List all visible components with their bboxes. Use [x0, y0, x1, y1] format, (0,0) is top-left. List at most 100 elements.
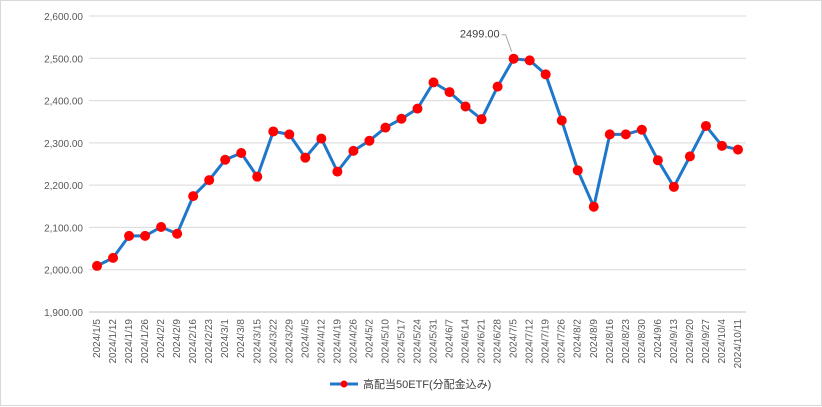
x-tick-label: 2024/10/4 [717, 319, 728, 364]
data-point [492, 81, 503, 92]
x-tick-label: 2024/6/28 [493, 319, 504, 364]
legend-marker-swatch [340, 380, 348, 388]
data-point [636, 124, 647, 135]
y-tick-label: 2,000.00 [44, 266, 83, 277]
data-point [700, 120, 711, 131]
legend-label: 高配当50ETF(分配金込み) [363, 377, 491, 391]
data-point [716, 140, 727, 151]
data-point [620, 129, 631, 140]
data-point [540, 69, 551, 80]
x-tick-label: 2024/3/15 [252, 319, 263, 364]
x-tick-label: 2024/3/22 [268, 319, 279, 364]
data-point [396, 113, 407, 124]
x-tick-label: 2024/4/19 [332, 319, 343, 364]
x-tick-label: 2024/4/26 [348, 319, 359, 364]
x-tick-label: 2024/5/24 [413, 319, 424, 364]
x-tick-label: 2024/2/2 [156, 319, 167, 358]
data-point [412, 103, 423, 114]
x-tick-label: 2024/7/5 [509, 319, 520, 358]
data-point [588, 201, 599, 212]
x-tick-label: 2024/6/7 [445, 319, 456, 358]
y-tick-label: 2,200.00 [44, 181, 83, 192]
y-tick-label: 1,900.00 [44, 308, 83, 319]
x-tick-label: 2024/7/26 [557, 319, 568, 364]
x-tick-label: 2024/7/12 [525, 319, 536, 364]
x-tick-label: 2024/9/6 [653, 319, 664, 358]
x-tick-label: 2024/6/21 [477, 319, 488, 364]
x-tick-label: 2024/2/9 [172, 319, 183, 358]
data-point [204, 175, 215, 186]
x-tick-label: 2024/5/10 [380, 319, 391, 364]
data-point [156, 222, 167, 233]
series-line [96, 57, 739, 268]
x-tick-label: 2024/8/23 [621, 319, 632, 364]
data-point [476, 114, 487, 125]
x-tick-label: 2024/4/12 [316, 319, 327, 364]
data-point [236, 148, 247, 159]
data-point [124, 230, 135, 241]
data-point [252, 171, 263, 182]
x-tick-label: 2024/1/26 [140, 319, 151, 364]
data-point [284, 129, 295, 140]
x-tick-label: 2024/3/8 [236, 319, 247, 358]
x-tick-label: 2024/2/23 [204, 319, 215, 364]
data-point [268, 126, 279, 137]
data-point [428, 77, 439, 88]
data-point [220, 154, 231, 165]
x-tick-label: 2024/2/16 [188, 319, 199, 364]
data-point [348, 145, 359, 156]
x-tick-label: 2024/8/16 [605, 319, 616, 364]
data-point [92, 260, 103, 271]
gridlines [89, 15, 746, 313]
data-point [444, 87, 455, 98]
data-label-leader [501, 34, 513, 52]
x-tick-label: 2024/6/14 [461, 319, 472, 364]
legend: 高配当50ETF(分配金込み) [330, 377, 491, 391]
x-tick-label: 2024/5/2 [364, 319, 375, 358]
x-tick-label: 2024/9/27 [701, 319, 712, 364]
data-point [460, 101, 471, 112]
x-tick-label: 2024/1/19 [124, 319, 135, 364]
x-tick-label: 2024/8/30 [637, 319, 648, 364]
data-point [732, 144, 743, 155]
x-tick-label: 2024/9/20 [685, 319, 696, 364]
x-axis-tick-labels: 2024/1/5 2024/1/12 2024/1/19 2024/1/26 2024/… [92, 319, 744, 369]
data-point [572, 165, 583, 176]
x-tick-label: 2024/9/13 [669, 319, 680, 364]
data-point [364, 135, 375, 146]
data-point [188, 191, 199, 202]
annotation-layer: 2499.00 [460, 29, 513, 52]
data-point [604, 129, 615, 140]
data-point [524, 55, 535, 66]
x-tick-label: 2024/4/5 [300, 319, 311, 358]
y-tick-label: 2,400.00 [44, 97, 83, 108]
series-layer [92, 53, 743, 271]
x-tick-label: 2024/8/2 [573, 319, 584, 358]
data-point [316, 133, 327, 144]
data-label: 2499.00 [460, 29, 500, 41]
data-point [108, 252, 119, 263]
data-point [140, 230, 151, 241]
data-point [508, 53, 519, 64]
y-axis-tick-labels: 1,900.00 2,000.00 2,100.00 2,200.00 2,300.00… [44, 12, 83, 319]
x-tick-label: 2024/10/11 [733, 319, 744, 369]
y-tick-label: 2,500.00 [44, 54, 83, 65]
y-tick-label: 2,600.00 [44, 12, 83, 23]
x-tick-label: 2024/3/1 [220, 319, 231, 358]
data-point [652, 155, 663, 166]
x-tick-label: 2024/7/19 [541, 319, 552, 364]
x-tick-label: 2024/1/12 [108, 319, 119, 364]
data-point [684, 151, 695, 162]
y-tick-label: 2,100.00 [44, 223, 83, 234]
data-point [668, 181, 679, 192]
data-point [380, 122, 391, 133]
x-tick-label: 2024/1/5 [92, 319, 103, 358]
data-point [300, 152, 311, 163]
data-point [172, 228, 183, 239]
x-tick-label: 2024/8/9 [589, 319, 600, 358]
data-point [556, 115, 567, 126]
x-tick-label: 2024/3/29 [284, 319, 295, 364]
x-tick-label: 2024/5/31 [429, 319, 440, 364]
